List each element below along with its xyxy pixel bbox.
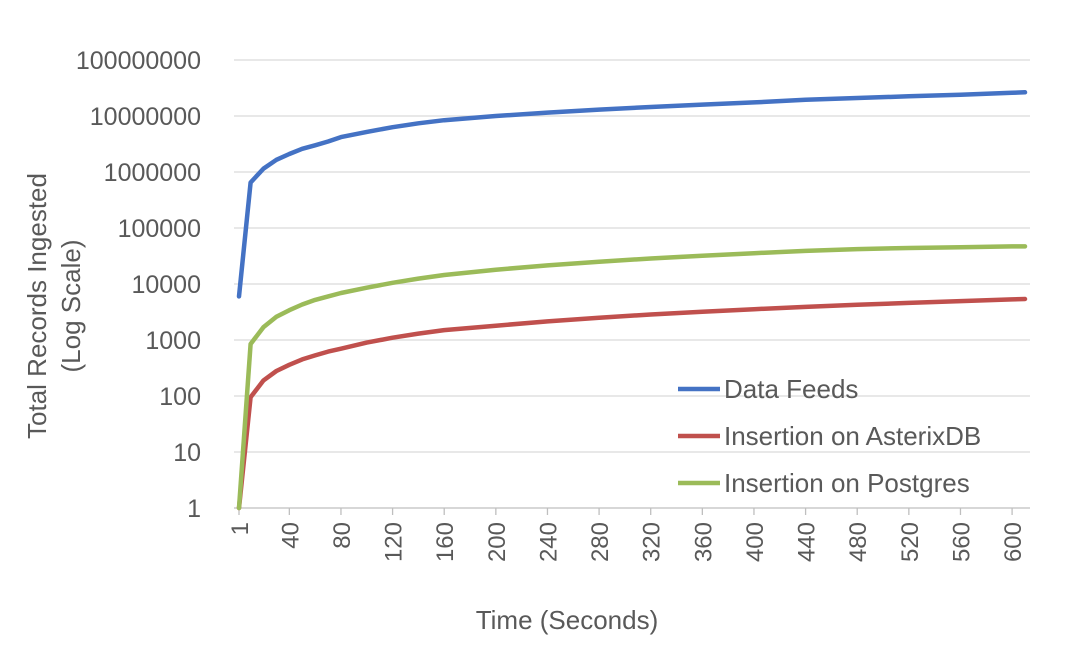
x-tick-label: 480 (845, 522, 872, 562)
x-axis: 1 40 80 120 160 200 240 280 320 360 400 440 480 520 56… (227, 508, 1027, 562)
x-tick-label: 280 (587, 522, 614, 562)
y-tick-label: 10 (173, 439, 201, 467)
y-tick-label: 100000000 (76, 47, 201, 75)
series-line-insertion-on-postgres (236, 244, 1028, 511)
legend: Data Feeds Insertion on AsterixDB Insertio… (678, 374, 981, 498)
series-line-data-feeds (236, 90, 1028, 299)
y-tick-label: 1000 (145, 327, 201, 355)
gridlines (234, 59, 1030, 509)
x-tick-label: 120 (381, 522, 408, 562)
x-tick-label: 520 (897, 522, 924, 562)
legend-label-insertion-on-postgres: Insertion on Postgres (724, 468, 970, 498)
x-tick-label: 240 (535, 522, 562, 562)
x-tick-label: 80 (329, 522, 356, 549)
y-axis-title-line-2: (Log Scale) (56, 240, 86, 373)
y-tick-label: 10000000 (90, 103, 201, 131)
series-lines (236, 90, 1028, 511)
y-axis-title-line-1: Total Records Ingested (22, 173, 52, 439)
y-tick-label: 100000 (118, 215, 201, 243)
x-tick-label: 400 (742, 522, 769, 562)
x-axis-title: Time (Seconds) (476, 605, 659, 635)
y-tick-label: 100 (159, 383, 201, 411)
y-tick-label: 1 (187, 495, 201, 523)
x-tick-label: 1 (227, 522, 254, 535)
x-tick-label: 40 (277, 522, 304, 549)
y-axis-ticks: 1 10 100 1000 10000 100000 1000000 10000000 1000… (76, 47, 201, 523)
x-tick-label: 560 (948, 522, 975, 562)
x-tick-label: 200 (484, 522, 511, 562)
x-tick-label: 600 (1000, 522, 1027, 562)
x-tick-label: 360 (690, 522, 717, 562)
x-tick-label: 440 (794, 522, 821, 562)
legend-label-insertion-on-asterixdb: Insertion on AsterixDB (724, 421, 981, 451)
legend-label-data-feeds: Data Feeds (724, 374, 858, 404)
series-line-insertion-on-asterixdb (236, 296, 1028, 511)
y-tick-label: 10000 (131, 271, 201, 299)
x-tick-label: 160 (432, 522, 459, 562)
y-tick-label: 1000000 (104, 159, 201, 187)
y-axis-title: Total Records Ingested (Log Scale) (22, 173, 86, 439)
x-tick-label: 320 (639, 522, 666, 562)
